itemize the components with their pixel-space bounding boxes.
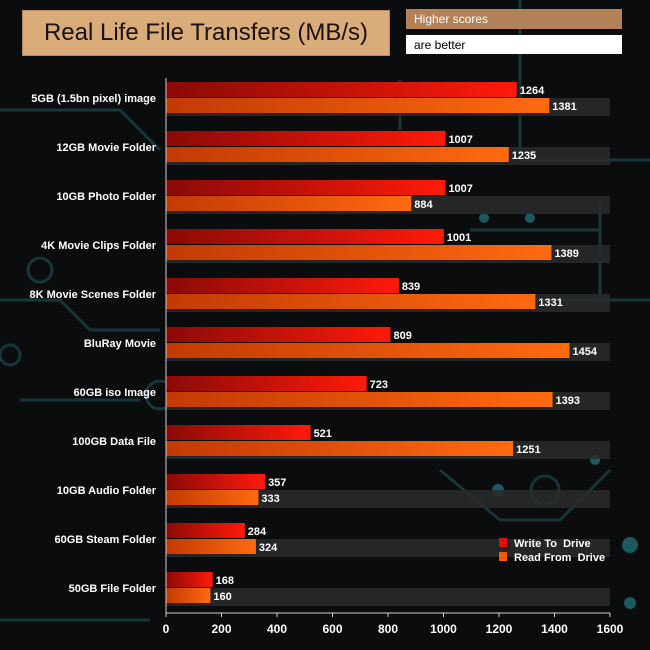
x-axis: 0 200 400 600 800 1000 1200 1400 1600 <box>163 78 624 636</box>
value-label-read: 333 <box>261 493 279 505</box>
value-label-write: 723 <box>370 379 388 391</box>
note-higher-scores: Higher scores <box>406 9 622 29</box>
x-tick-label: 800 <box>378 622 398 636</box>
bar-read <box>166 441 514 456</box>
bar-write <box>166 131 446 146</box>
category-label: BluRay Movie <box>84 338 156 350</box>
bars: 1264 1381 1007 1235 1007 884 1001 1389 839 1331 80… <box>166 82 598 603</box>
row-band <box>166 490 610 508</box>
value-label-read: 1454 <box>572 346 597 358</box>
bar-read <box>166 196 412 211</box>
category-label: 10GB Photo Folder <box>56 191 156 203</box>
x-tick-label: 1600 <box>597 622 624 636</box>
legend-label-read: Read From Drive <box>514 552 605 564</box>
value-label-write: 839 <box>402 281 420 293</box>
bar-read <box>166 539 256 554</box>
value-label-read: 1381 <box>552 101 576 113</box>
chart-title: Real Life File Transfers (MB/s) <box>22 10 390 56</box>
value-label-write: 1007 <box>448 134 472 146</box>
x-tick-label: 1000 <box>430 622 457 636</box>
bar-write <box>166 82 517 97</box>
x-tick-label: 600 <box>322 622 342 636</box>
value-label-read: 1251 <box>516 444 540 456</box>
x-tick-label: 1200 <box>486 622 513 636</box>
category-labels: 5GB (1.5bn pixel) image 12GB Movie Folder… <box>29 93 156 595</box>
x-tick-label: 400 <box>267 622 287 636</box>
category-label: 12GB Movie Folder <box>56 142 156 154</box>
legend-label-write: Write To Drive <box>514 538 591 550</box>
bar-write <box>166 376 367 391</box>
value-label-write: 168 <box>216 575 234 587</box>
bar-write <box>166 523 245 538</box>
bar-read <box>166 147 509 162</box>
value-label-write: 1001 <box>447 232 471 244</box>
note-are-better: are better <box>406 35 622 54</box>
bar-write <box>166 474 266 489</box>
bar-read <box>166 245 552 260</box>
value-label-read: 1389 <box>554 248 578 260</box>
bar-write <box>166 572 213 587</box>
category-label: 8K Movie Scenes Folder <box>29 289 156 301</box>
category-label: 5GB (1.5bn pixel) image <box>31 93 156 105</box>
category-label: 4K Movie Clips Folder <box>41 240 157 252</box>
row-band <box>166 588 610 606</box>
bar-read <box>166 98 550 113</box>
value-label-read: 884 <box>414 199 433 211</box>
category-label: 60GB iso Image <box>73 387 156 399</box>
value-label-read: 1235 <box>512 150 536 162</box>
bar-read <box>166 588 211 603</box>
value-label-write: 284 <box>248 526 267 538</box>
bar-read <box>166 343 570 358</box>
legend-swatch-write <box>499 538 507 547</box>
value-label-write: 357 <box>268 477 286 489</box>
value-label-read: 160 <box>213 591 231 603</box>
x-tick-label: 200 <box>211 622 231 636</box>
x-tick-label: 0 <box>163 622 170 636</box>
bar-write <box>166 180 446 195</box>
bar-read <box>166 392 553 407</box>
bar-read <box>166 294 536 309</box>
legend: Write To Drive Read From Drive <box>499 538 605 564</box>
bar-write <box>166 425 311 440</box>
value-label-write: 809 <box>393 330 411 342</box>
legend-swatch-read <box>499 552 507 561</box>
category-label: 50GB File Folder <box>69 583 157 595</box>
category-label: 100GB Data File <box>72 436 156 448</box>
value-label-read: 324 <box>259 542 278 554</box>
value-label-write: 1264 <box>520 85 545 97</box>
bar-write <box>166 327 391 342</box>
value-label-write: 1007 <box>448 183 472 195</box>
value-label-read: 1331 <box>538 297 562 309</box>
value-label-read: 1393 <box>556 395 580 407</box>
bar-write <box>166 278 399 293</box>
category-label: 60GB Steam Folder <box>55 534 157 546</box>
category-label: 10GB Audio Folder <box>57 485 157 497</box>
value-label-write: 521 <box>314 428 332 440</box>
x-tick-label: 1400 <box>541 622 568 636</box>
bar-read <box>166 490 259 505</box>
bar-write <box>166 229 444 244</box>
